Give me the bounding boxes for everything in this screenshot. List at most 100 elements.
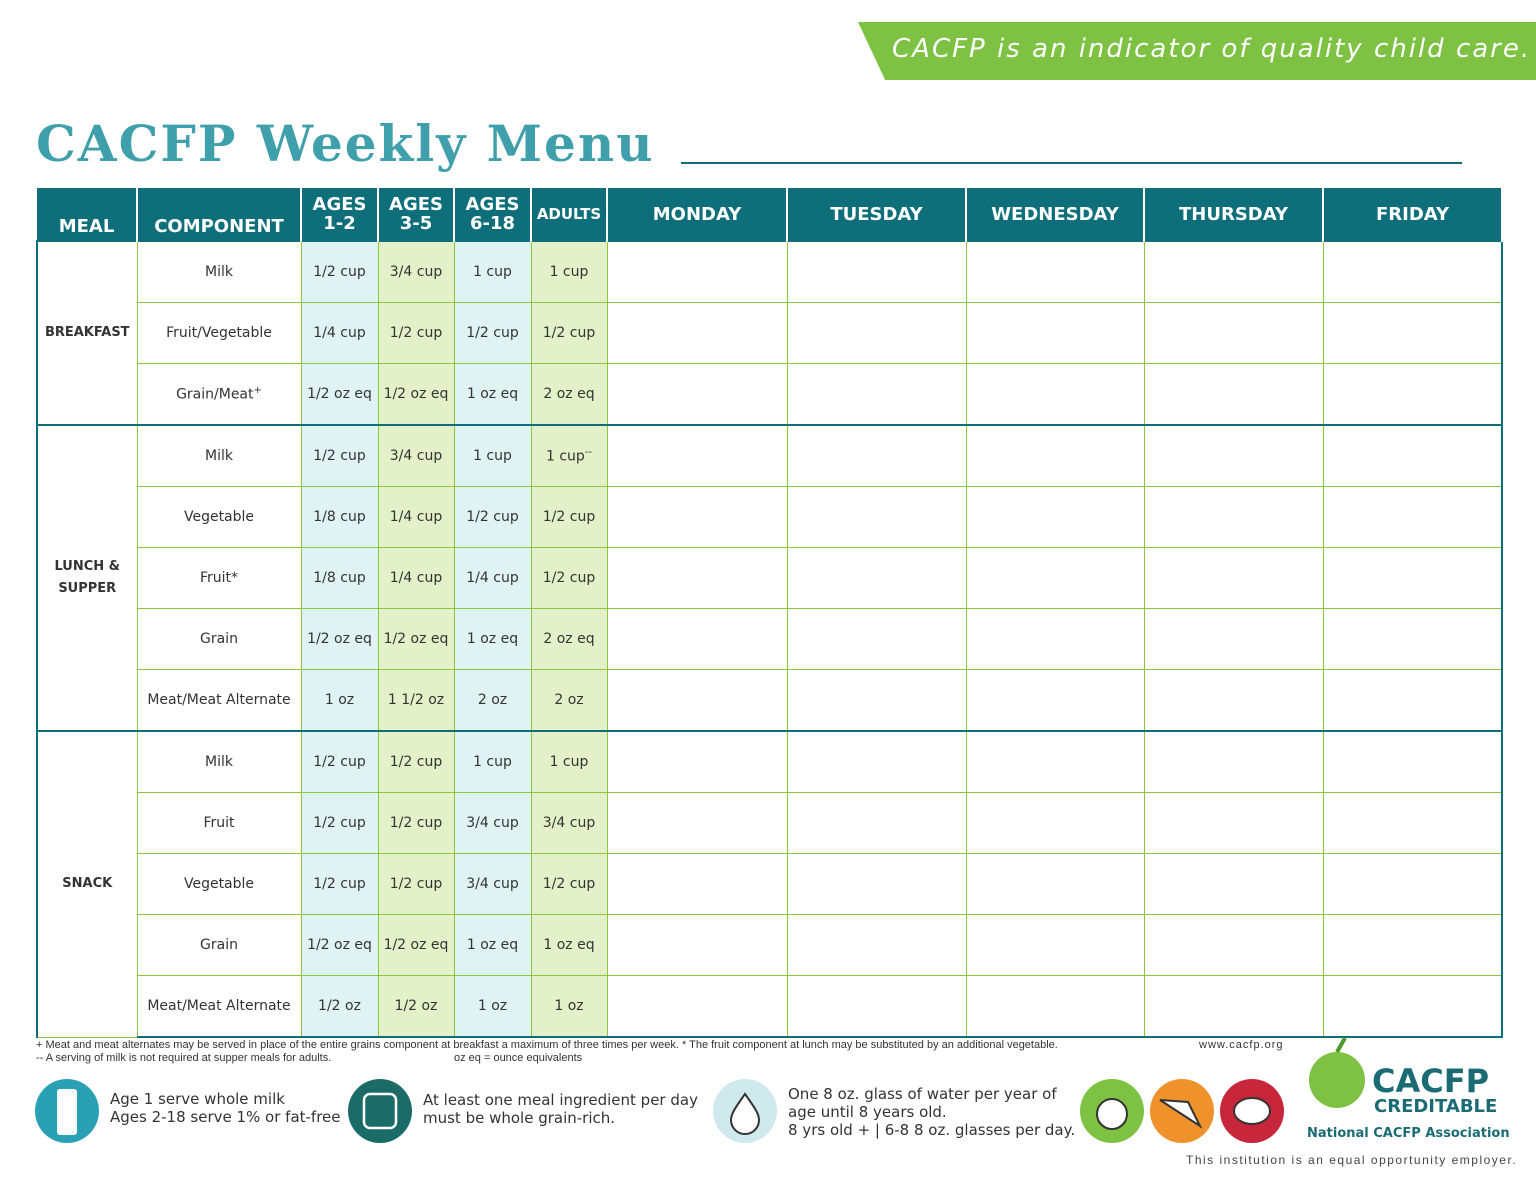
portion-cell: 3/4 cup xyxy=(530,792,608,854)
day-cell xyxy=(965,975,1145,1038)
portion-cell: 3/4 cup xyxy=(453,853,532,915)
portion-text: 1/2 oz eq xyxy=(307,631,372,647)
portion-cell: 1/2 oz eq xyxy=(300,608,379,670)
day-cell xyxy=(1322,914,1503,976)
portion-cell: 1/2 cup xyxy=(530,486,608,548)
portion-cell: 1/2 cup xyxy=(300,240,379,303)
component-cell: Grain/Meat+ xyxy=(136,363,302,426)
portion-cell: 1/2 cup xyxy=(377,302,455,364)
header-cell: COMPONENT xyxy=(137,188,302,241)
component-text: Fruit/Vegetable xyxy=(166,325,272,341)
meal-cell: SNACK xyxy=(36,730,138,1038)
portion-text: 1/2 cup xyxy=(466,325,519,341)
tip: Age 1 serve whole milk Ages 2-18 serve 1%… xyxy=(110,1090,341,1126)
table-body: BREAKFAST Milk 1/2 cup 3/4 cup 1 cup 1 cup Fru… xyxy=(36,240,1503,1038)
tip: At least one meal ingredient per day must… xyxy=(423,1091,698,1127)
day-cell xyxy=(606,608,788,670)
superscript: + xyxy=(253,385,262,397)
day-cell xyxy=(965,424,1145,487)
day-cell xyxy=(606,669,788,732)
day-cell xyxy=(965,792,1145,854)
day-cell xyxy=(1322,669,1503,732)
portion-cell: 1/2 oz eq xyxy=(377,363,455,426)
portion-text: 1 cup xyxy=(473,264,512,280)
component-cell: Fruit/Vegetable xyxy=(136,302,302,364)
day-cell xyxy=(1322,608,1503,670)
day-cell xyxy=(786,792,967,854)
portion-text: 1/2 cup xyxy=(389,876,443,892)
day-cell xyxy=(1143,240,1324,303)
day-cell xyxy=(786,853,967,915)
component-cell: Grain xyxy=(136,914,302,976)
day-cell xyxy=(1143,853,1324,915)
day-cell xyxy=(786,240,967,303)
portion-text: 1/4 cup xyxy=(466,570,519,586)
portion-text: 1/2 cup xyxy=(466,509,519,525)
portion-text: 1 oz xyxy=(477,998,508,1014)
portion-text: 1/4 cup xyxy=(389,509,443,525)
portion-cell: 1 cup xyxy=(530,730,608,793)
day-cell xyxy=(606,424,788,487)
portion-text: 1/8 cup xyxy=(313,509,366,525)
portion-text: 1 cup xyxy=(545,448,585,465)
day-cell xyxy=(1322,363,1503,426)
tip: One 8 oz. glass of water per year of age … xyxy=(788,1085,1075,1139)
footnote: oz eq = ounce equivalents xyxy=(454,1052,583,1064)
portion-text: 1/2 cup xyxy=(389,325,443,341)
day-cell xyxy=(965,853,1145,915)
table-row: Fruit* 1/8 cup 1/4 cup 1/4 cup 1/2 cup xyxy=(37,547,1503,609)
day-cell xyxy=(1143,302,1324,364)
day-cell xyxy=(786,486,967,548)
day-cell xyxy=(1322,302,1503,364)
portion-text: 1/8 cup xyxy=(313,570,366,586)
meal-cell: LUNCH & SUPPER xyxy=(36,424,138,732)
portion-text: 1/2 oz eq xyxy=(307,937,372,953)
header-cell: MONDAY xyxy=(607,188,788,241)
logo-org: National CACFP Association xyxy=(1307,1126,1510,1141)
table-row: BREAKFAST Milk 1/2 cup 3/4 cup 1 cup 1 cup xyxy=(36,240,1503,426)
header-cell: TUESDAY xyxy=(787,188,967,241)
day-cell xyxy=(786,975,967,1038)
header-cell: FRIDAY xyxy=(1323,188,1503,241)
component-cell: Milk xyxy=(136,424,302,487)
portion-text: 1 cup xyxy=(473,754,512,770)
portion-text: 1 oz xyxy=(554,998,584,1014)
day-cell xyxy=(1143,975,1324,1038)
day-cell xyxy=(786,608,967,670)
portion-text: 1/2 cup xyxy=(313,876,366,892)
portion-cell: 1/2 cup xyxy=(300,730,379,793)
portion-text: 3/4 cup xyxy=(389,264,443,280)
title-underline xyxy=(681,162,1462,164)
portion-cell: 1/2 oz eq xyxy=(300,363,379,426)
apple-icon xyxy=(1080,1079,1144,1143)
portion-text: 1/2 oz eq xyxy=(383,937,449,953)
portion-cell: 1/2 oz eq xyxy=(300,914,379,976)
tip-line: At least one meal ingredient per day xyxy=(423,1091,698,1109)
portion-text: 1 cup xyxy=(473,448,512,464)
table-row: Meat/Meat Alternate 1 oz 1 1/2 oz 2 oz 2 oz xyxy=(37,669,1503,732)
component-cell: Vegetable xyxy=(136,486,302,548)
portion-text: 1/2 cup xyxy=(542,570,596,586)
table-row: Vegetable 1/8 cup 1/4 cup 1/2 cup 1/2 cup xyxy=(37,486,1503,548)
logo-tag: CREDITABLE xyxy=(1374,1096,1498,1117)
portion-cell: 3/4 cup xyxy=(377,240,455,303)
footnote: -- A serving of milk is not required at … xyxy=(36,1052,332,1064)
portion-cell: 1/2 oz eq xyxy=(377,914,455,976)
portion-cell: 1/2 oz xyxy=(300,975,379,1038)
superscript: -- xyxy=(584,447,593,459)
day-cell xyxy=(1143,669,1324,732)
day-cell xyxy=(1322,547,1503,609)
portion-cell: 1 oz eq xyxy=(453,608,532,670)
portion-text: 2 oz xyxy=(554,692,584,708)
component-text: Meat/Meat Alternate xyxy=(147,998,291,1014)
milk-icon xyxy=(35,1079,99,1143)
portion-cell: 1/2 cup xyxy=(377,853,455,915)
header-cell: WEDNESDAY xyxy=(966,188,1145,241)
portion-text: 3/4 cup xyxy=(466,815,519,831)
portion-text: 1/2 cup xyxy=(389,754,443,770)
component-text: Fruit xyxy=(203,815,235,831)
portion-cell: 3/4 cup xyxy=(377,424,455,487)
tip-line: Ages 2-18 serve 1% or fat-free xyxy=(110,1108,341,1126)
day-cell xyxy=(606,547,788,609)
carrot-icon xyxy=(1150,1079,1214,1143)
